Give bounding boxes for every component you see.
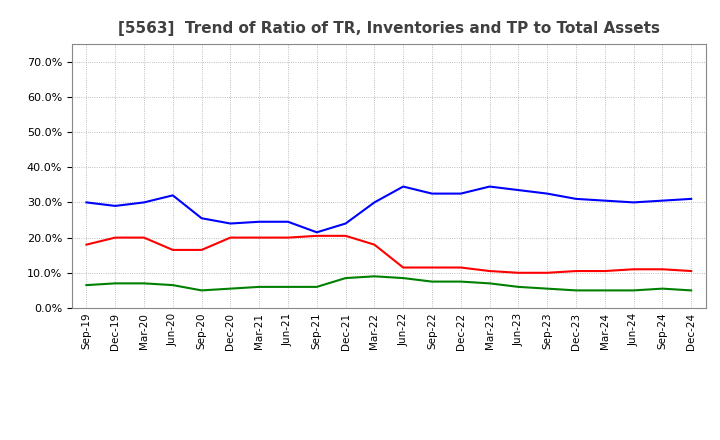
Inventories	[197, 216, 206, 221]
Trade Receivables	[687, 268, 696, 274]
Trade Receivables	[600, 268, 609, 274]
Trade Receivables	[399, 265, 408, 270]
Trade Receivables	[658, 267, 667, 272]
Trade Receivables	[312, 233, 321, 238]
Inventories	[485, 184, 494, 189]
Trade Receivables	[485, 268, 494, 274]
Trade Payables	[514, 284, 523, 290]
Inventories	[687, 196, 696, 202]
Trade Receivables	[572, 268, 580, 274]
Trade Receivables	[341, 233, 350, 238]
Inventories	[629, 200, 638, 205]
Trade Payables	[226, 286, 235, 291]
Trade Payables	[82, 282, 91, 288]
Title: [5563]  Trend of Ratio of TR, Inventories and TP to Total Assets: [5563] Trend of Ratio of TR, Inventories…	[118, 21, 660, 36]
Inventories	[140, 200, 148, 205]
Trade Payables	[140, 281, 148, 286]
Trade Receivables	[140, 235, 148, 240]
Inventories	[399, 184, 408, 189]
Trade Receivables	[370, 242, 379, 247]
Inventories	[456, 191, 465, 196]
Inventories	[226, 221, 235, 226]
Inventories	[370, 200, 379, 205]
Trade Payables	[111, 281, 120, 286]
Trade Receivables	[514, 270, 523, 275]
Line: Trade Payables: Trade Payables	[86, 276, 691, 290]
Trade Payables	[197, 288, 206, 293]
Trade Receivables	[629, 267, 638, 272]
Trade Receivables	[168, 247, 177, 253]
Trade Payables	[284, 284, 292, 290]
Inventories	[543, 191, 552, 196]
Trade Payables	[572, 288, 580, 293]
Inventories	[82, 200, 91, 205]
Trade Receivables	[284, 235, 292, 240]
Trade Receivables	[111, 235, 120, 240]
Trade Payables	[687, 288, 696, 293]
Inventories	[572, 196, 580, 202]
Trade Receivables	[226, 235, 235, 240]
Trade Payables	[600, 288, 609, 293]
Inventories	[514, 187, 523, 193]
Inventories	[600, 198, 609, 203]
Trade Payables	[341, 275, 350, 281]
Line: Inventories: Inventories	[86, 187, 691, 232]
Trade Payables	[629, 288, 638, 293]
Trade Payables	[312, 284, 321, 290]
Line: Trade Receivables: Trade Receivables	[86, 236, 691, 273]
Trade Receivables	[197, 247, 206, 253]
Trade Receivables	[428, 265, 436, 270]
Trade Payables	[168, 282, 177, 288]
Trade Payables	[370, 274, 379, 279]
Inventories	[658, 198, 667, 203]
Trade Payables	[399, 275, 408, 281]
Trade Payables	[485, 281, 494, 286]
Trade Payables	[658, 286, 667, 291]
Trade Payables	[543, 286, 552, 291]
Trade Receivables	[82, 242, 91, 247]
Trade Payables	[456, 279, 465, 284]
Trade Receivables	[543, 270, 552, 275]
Inventories	[255, 219, 264, 224]
Inventories	[428, 191, 436, 196]
Trade Receivables	[456, 265, 465, 270]
Inventories	[341, 221, 350, 226]
Inventories	[312, 230, 321, 235]
Inventories	[111, 203, 120, 209]
Inventories	[284, 219, 292, 224]
Trade Receivables	[255, 235, 264, 240]
Trade Payables	[428, 279, 436, 284]
Trade Payables	[255, 284, 264, 290]
Inventories	[168, 193, 177, 198]
